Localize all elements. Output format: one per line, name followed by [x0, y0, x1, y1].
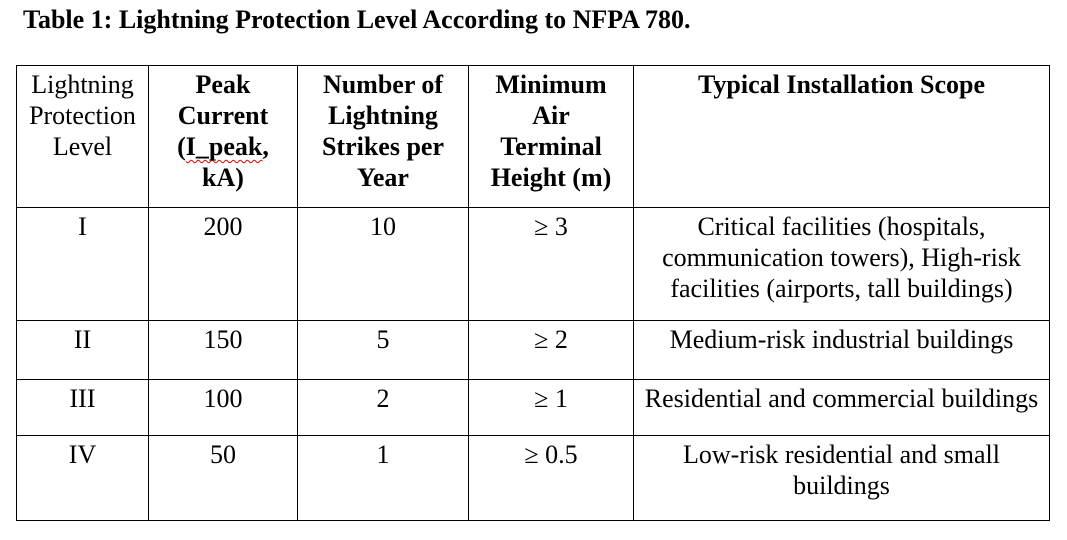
peak-current-label-start: Peak Current (	[177, 70, 269, 161]
col-header-installation-scope: Typical Installation Scope	[633, 65, 1050, 208]
cell-terminal-height: ≥ 2	[468, 320, 634, 380]
cell-terminal-height: ≥ 3	[468, 207, 634, 321]
cell-level: II	[16, 320, 149, 380]
table-row-level-IV: IV 50 1 ≥ 0.5 Low-risk residential and s…	[16, 435, 1050, 521]
table-row-level-I: I 200 10 ≥ 3 Critical facilities (hospit…	[16, 207, 1050, 321]
cell-level: IV	[16, 435, 149, 521]
cell-terminal-height: ≥ 1	[468, 379, 634, 436]
peak-current-label-end: , kA)	[202, 132, 269, 192]
cell-peak-current: 50	[148, 435, 298, 521]
cell-strikes: 10	[297, 207, 469, 321]
cell-strikes: 2	[297, 379, 469, 436]
cell-level: I	[16, 207, 149, 321]
table-caption: Table 1: Lightning Protection Level Acco…	[23, 5, 691, 34]
cell-scope: Residential and commercial buildings	[633, 379, 1050, 436]
cell-terminal-height: ≥ 0.5	[468, 435, 634, 521]
col-header-lightning-protection-level: Lightning Protection Level	[16, 65, 149, 208]
table-row-level-III: III 100 2 ≥ 1 Residential and commercial…	[16, 379, 1050, 436]
col-header-strikes-per-year: Number of Lightning Strikes per Year	[297, 65, 469, 208]
cell-scope: Low-risk residential and small buildings	[633, 435, 1050, 521]
header-row: Lightning Protection Level Peak Current …	[16, 65, 1050, 208]
cell-strikes: 5	[297, 320, 469, 380]
cell-level: III	[16, 379, 149, 436]
col-header-air-terminal-height: Minimum Air Terminal Height (m)	[468, 65, 634, 208]
cell-peak-current: 200	[148, 207, 298, 321]
table-row-level-II: II 150 5 ≥ 2 Medium-risk industrial buil…	[16, 320, 1050, 380]
cell-peak-current: 100	[148, 379, 298, 436]
cell-scope: Critical facilities (hospitals, communic…	[633, 207, 1050, 321]
cell-scope: Medium-risk industrial buildings	[633, 320, 1050, 380]
lightning-protection-table: Lightning Protection Level Peak Current …	[16, 65, 1050, 521]
spellcheck-wavy-underline: I_peak	[185, 132, 263, 161]
col-header-peak-current: Peak Current (I_peak, kA)	[148, 65, 298, 208]
cell-strikes: 1	[297, 435, 469, 521]
cell-peak-current: 150	[148, 320, 298, 380]
